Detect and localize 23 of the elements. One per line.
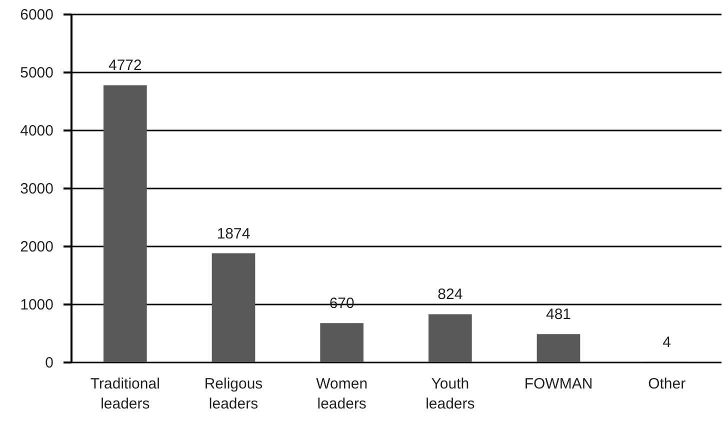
data-label: 481 [546, 306, 572, 324]
bar [104, 85, 147, 362]
data-label: 824 [438, 286, 463, 304]
y-tick-label: 1000 [20, 296, 54, 314]
y-tick-label: 2000 [20, 238, 54, 256]
x-tick-label: Other [648, 376, 686, 392]
bar [212, 253, 256, 362]
data-label: 4 [662, 334, 672, 351]
x-tick-label: Women leaders [316, 376, 368, 412]
x-tick-label: Youth leaders [426, 376, 475, 412]
y-tick-label: 4000 [20, 122, 54, 140]
bar [320, 323, 364, 362]
y-tick-label: 3000 [20, 180, 54, 198]
x-tick-label: FOWMAN [524, 376, 593, 392]
x-tick-label: Religous leaders [204, 376, 263, 412]
y-tick-label: 5000 [20, 64, 54, 82]
data-label: 1874 [216, 225, 250, 242]
bar [536, 334, 580, 362]
y-tick-label: 0 [45, 354, 54, 372]
bar [428, 314, 472, 362]
y-tick-label: 6000 [20, 6, 54, 24]
x-tick-label: Traditional leaders [90, 376, 160, 412]
data-label: 4772 [108, 57, 142, 74]
